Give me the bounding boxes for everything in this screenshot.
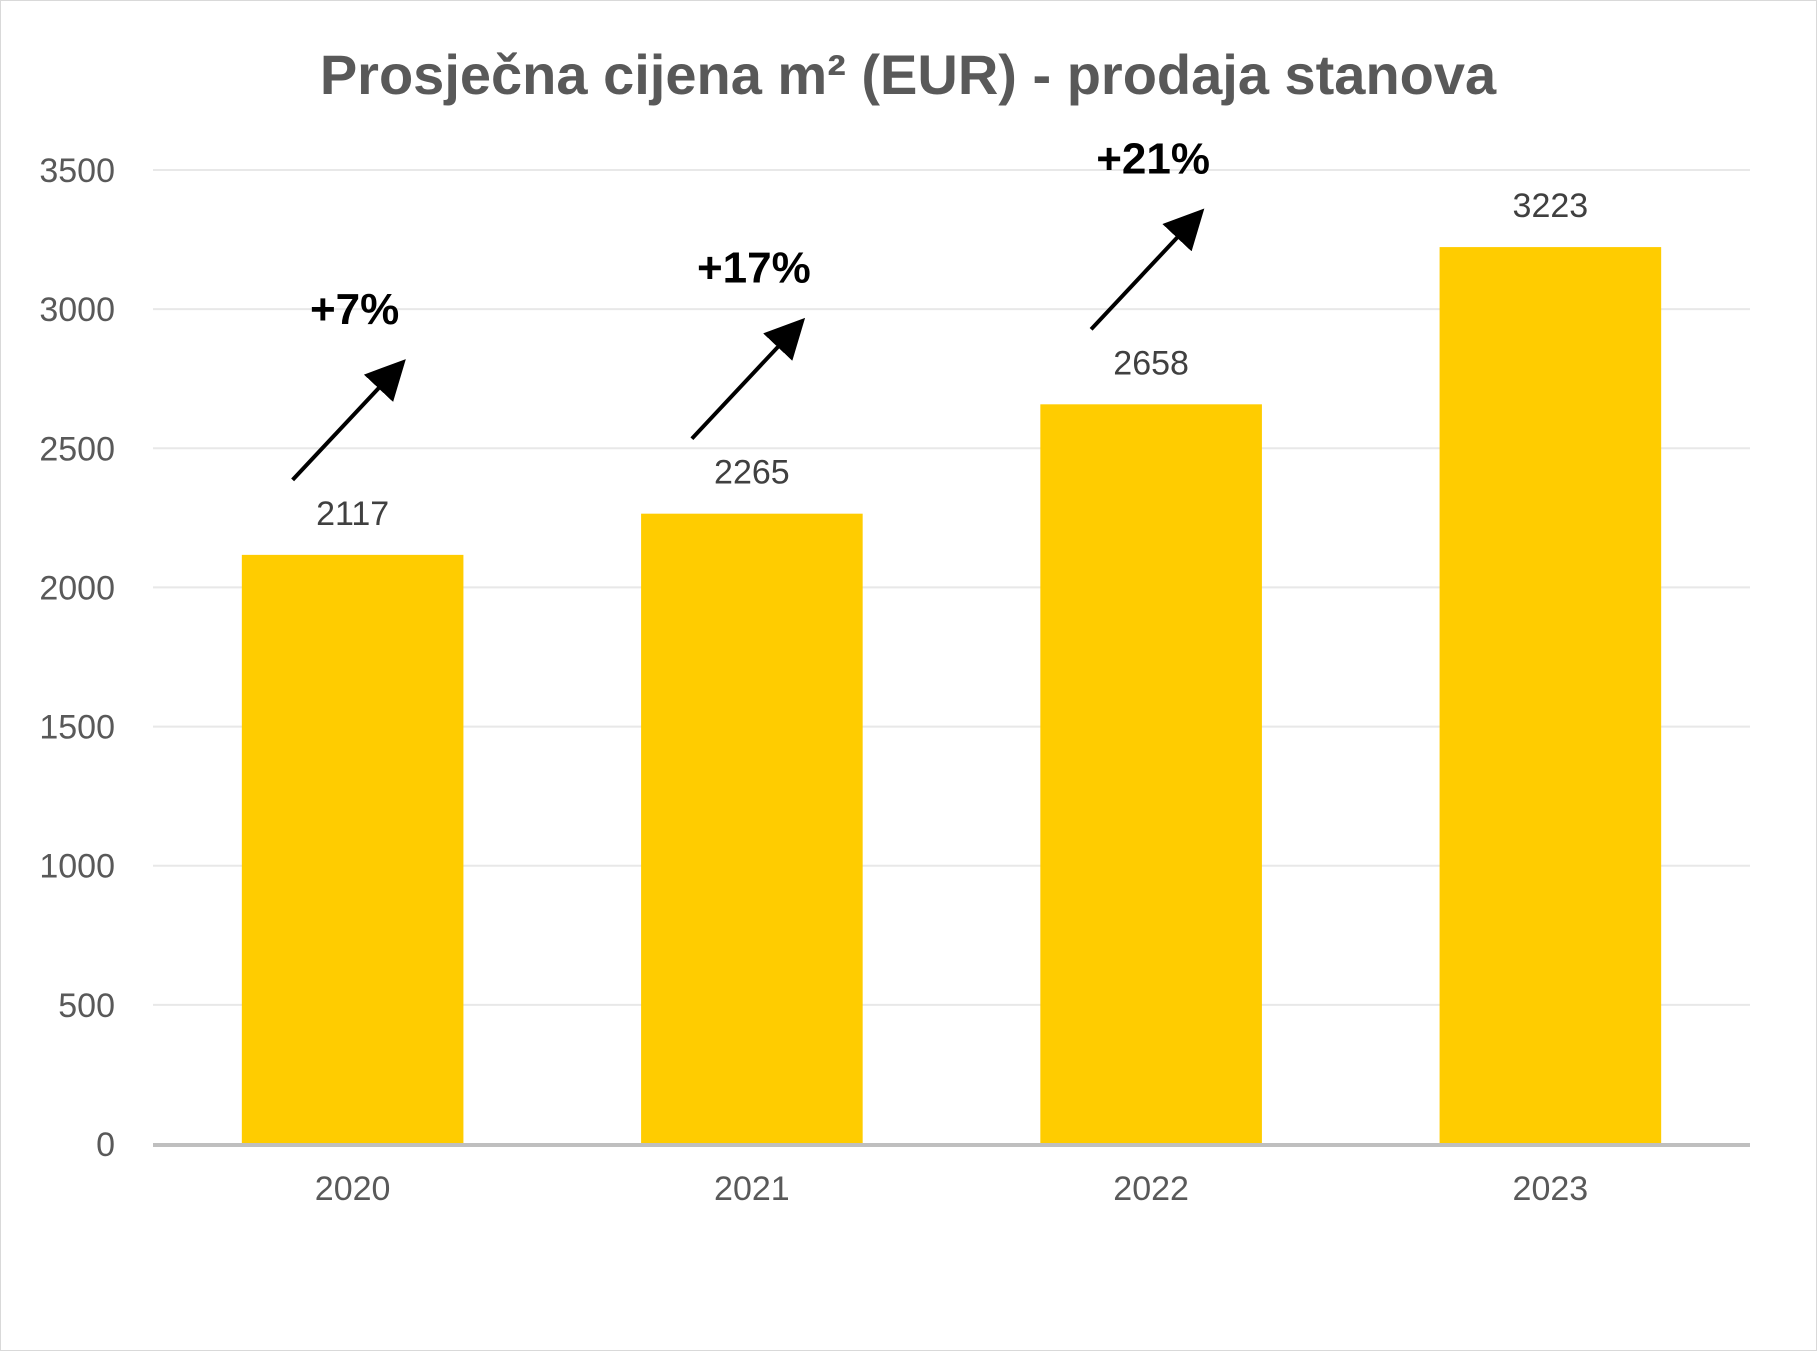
growth-annotations: +7% +17% +21% bbox=[291, 134, 1210, 482]
y-tick-label: 2000 bbox=[39, 569, 115, 607]
data-label: 2117 bbox=[316, 495, 389, 533]
y-tick-label: 1500 bbox=[39, 709, 115, 747]
x-tick-label: 2022 bbox=[1113, 1170, 1189, 1208]
y-tick-label: 3000 bbox=[39, 291, 115, 329]
y-tick-label: 0 bbox=[96, 1126, 115, 1164]
x-tick-label: 2023 bbox=[1513, 1170, 1589, 1208]
x-tick-label: 2021 bbox=[714, 1170, 790, 1208]
growth-arrow bbox=[1089, 208, 1205, 331]
chart-title: Prosječna cijena m² (EUR) - prodaja stan… bbox=[320, 43, 1497, 106]
x-axis-ticks: 2020 2021 2022 2023 bbox=[315, 1170, 1588, 1208]
data-label: 2265 bbox=[714, 454, 790, 492]
growth-label: +7% bbox=[310, 285, 399, 334]
bars bbox=[241, 247, 1662, 1145]
bar bbox=[1439, 247, 1662, 1144]
data-labels: 2117 2265 2658 3223 bbox=[316, 187, 1588, 533]
bar bbox=[1040, 404, 1262, 1145]
bar bbox=[641, 513, 863, 1144]
bar bbox=[241, 554, 464, 1144]
y-tick-label: 2500 bbox=[39, 430, 115, 468]
y-axis-ticks: 0 500 1000 1500 2000 2500 3000 3500 bbox=[39, 152, 115, 1164]
growth-label: +17% bbox=[697, 244, 811, 293]
y-tick-label: 1000 bbox=[39, 848, 115, 886]
data-label: 2658 bbox=[1113, 344, 1189, 382]
data-label: 3223 bbox=[1513, 187, 1589, 225]
growth-arrow bbox=[291, 359, 406, 482]
y-tick-label: 500 bbox=[58, 987, 115, 1025]
x-tick-label: 2020 bbox=[315, 1170, 391, 1208]
growth-label: +21% bbox=[1096, 134, 1210, 183]
growth-arrow bbox=[690, 317, 806, 441]
y-tick-label: 3500 bbox=[39, 152, 115, 190]
